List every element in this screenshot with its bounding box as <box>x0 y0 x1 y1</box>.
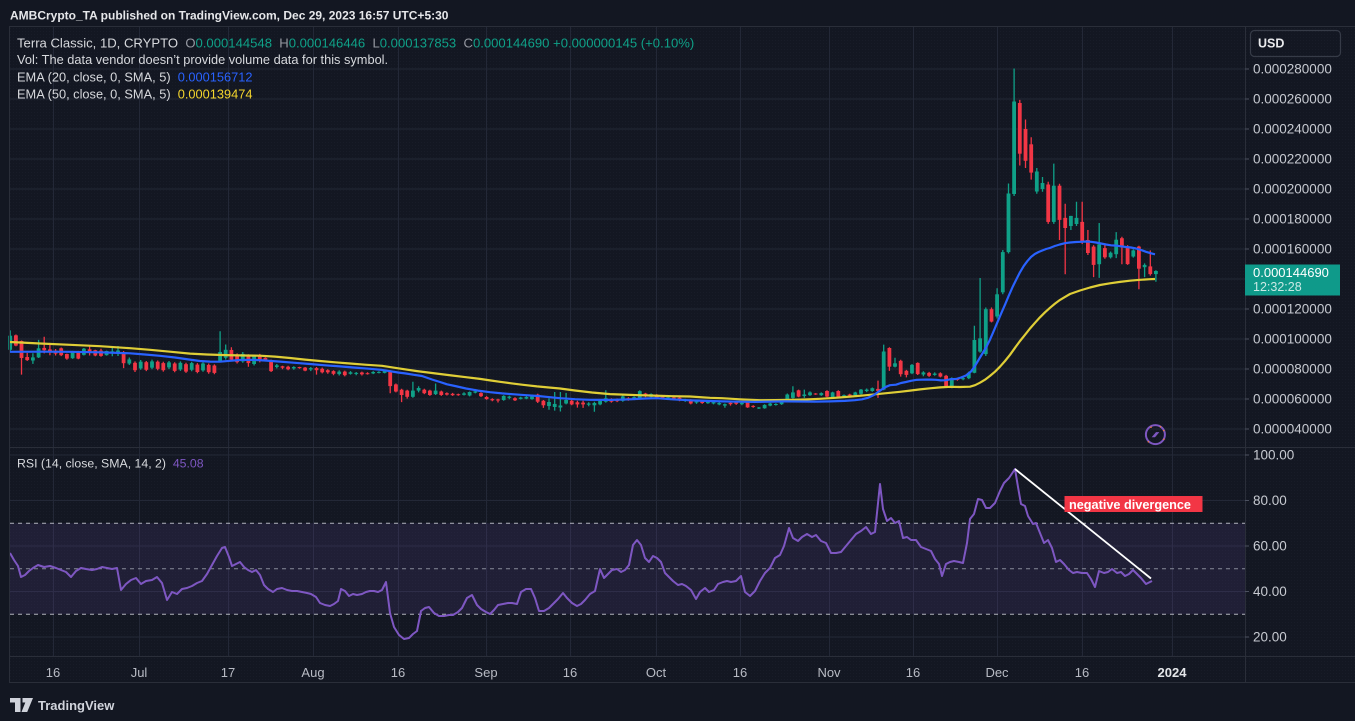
svg-text:AMBCrypto_TA published on Trad: AMBCrypto_TA published on TradingView.co… <box>10 9 449 23</box>
svg-text:0.000180000: 0.000180000 <box>1253 212 1332 227</box>
svg-text:0.000144690: 0.000144690 <box>1253 265 1329 280</box>
svg-text:17: 17 <box>221 665 235 680</box>
svg-text:0.000120000: 0.000120000 <box>1253 302 1332 317</box>
svg-text:16: 16 <box>391 665 405 680</box>
svg-text:2024: 2024 <box>1158 665 1188 680</box>
svg-text:0.000240000: 0.000240000 <box>1253 122 1332 137</box>
svg-text:16: 16 <box>563 665 577 680</box>
svg-text:100.00: 100.00 <box>1253 448 1294 463</box>
svg-text:Jul: Jul <box>131 665 148 680</box>
svg-text:60.00: 60.00 <box>1253 539 1287 554</box>
svg-text:0.000280000: 0.000280000 <box>1253 62 1332 77</box>
svg-text:40.00: 40.00 <box>1253 584 1287 599</box>
svg-text:12:32:28: 12:32:28 <box>1253 280 1302 294</box>
svg-text:16: 16 <box>906 665 920 680</box>
svg-text:Vol: The data vendor doesn’t p: Vol: The data vendor doesn’t provide vol… <box>17 52 388 67</box>
svg-text:16: 16 <box>1075 665 1089 680</box>
svg-text:0.000260000: 0.000260000 <box>1253 92 1332 107</box>
svg-text:0.000060000: 0.000060000 <box>1253 392 1332 407</box>
svg-text:Terra Classic, 1D, CRYPTO O0.: Terra Classic, 1D, CRYPTO O0.000144548 H… <box>17 36 694 51</box>
svg-text:USD: USD <box>1258 37 1284 51</box>
svg-text:0.000200000: 0.000200000 <box>1253 182 1332 197</box>
svg-text:16: 16 <box>46 665 60 680</box>
svg-text:Aug: Aug <box>301 665 324 680</box>
svg-text:0.000080000: 0.000080000 <box>1253 362 1332 377</box>
svg-text:RSI (14, close, SMA, 14, 2) 4: RSI (14, close, SMA, 14, 2) 45.08 <box>17 457 204 471</box>
svg-text:Dec: Dec <box>985 665 1009 680</box>
svg-text:TradingView: TradingView <box>38 698 115 713</box>
svg-text:80.00: 80.00 <box>1253 493 1287 508</box>
svg-text:16: 16 <box>733 665 747 680</box>
svg-text:0.000100000: 0.000100000 <box>1253 332 1332 347</box>
svg-text:Nov: Nov <box>817 665 841 680</box>
svg-text:EMA (50, close, 0, SMA, 5) 0.: EMA (50, close, 0, SMA, 5) 0.000139474 <box>17 87 252 102</box>
svg-text:Oct: Oct <box>646 665 667 680</box>
svg-text:0.000160000: 0.000160000 <box>1253 242 1332 257</box>
svg-text:Sep: Sep <box>474 665 497 680</box>
svg-text:0.000220000: 0.000220000 <box>1253 152 1332 167</box>
svg-text:20.00: 20.00 <box>1253 630 1287 645</box>
svg-text:negative divergence: negative divergence <box>1069 498 1191 512</box>
svg-text:0.000040000: 0.000040000 <box>1253 422 1332 437</box>
svg-text:EMA (20, close, 0, SMA, 5) 0.: EMA (20, close, 0, SMA, 5) 0.000156712 <box>17 70 252 85</box>
